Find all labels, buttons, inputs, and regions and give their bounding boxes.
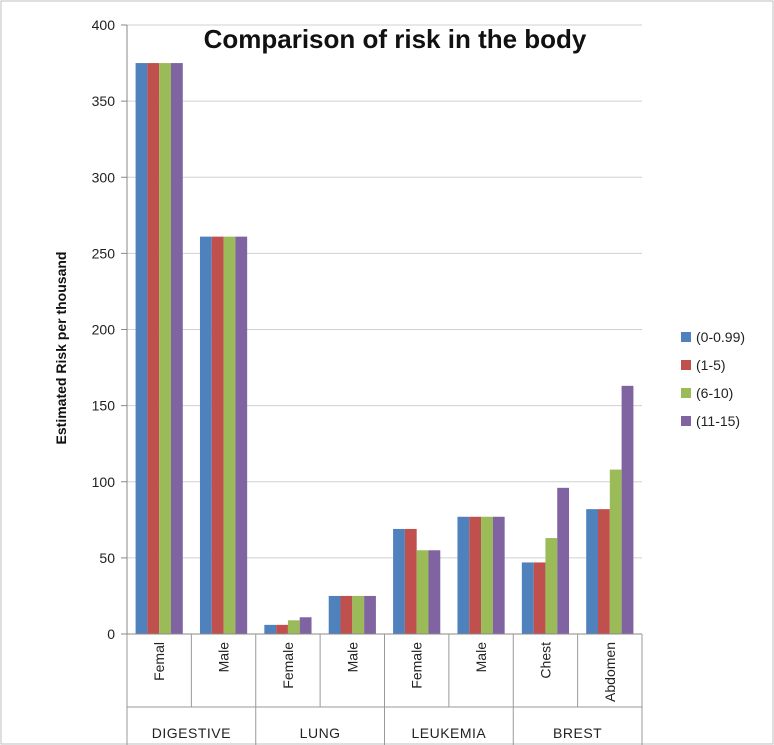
axes xyxy=(121,24,643,745)
legend-swatch xyxy=(681,388,691,398)
bar xyxy=(287,620,300,634)
group-label: LUNG xyxy=(300,725,341,741)
bar xyxy=(492,516,505,634)
category-label: Male xyxy=(216,642,232,673)
y-tick-label: 350 xyxy=(92,93,116,109)
bar xyxy=(428,550,441,634)
y-tick-label: 250 xyxy=(92,245,116,261)
bar xyxy=(416,550,429,634)
bar xyxy=(598,509,610,634)
bar xyxy=(404,528,417,634)
bar xyxy=(235,236,248,634)
legend: (0-0.99) (1-5) (6-10) (11-15) xyxy=(681,329,745,429)
legend-swatch xyxy=(681,360,691,370)
bar xyxy=(159,63,171,634)
category-label: Female xyxy=(409,642,425,689)
category-label: Male xyxy=(344,642,360,673)
y-tick-label: 150 xyxy=(92,398,116,414)
bar xyxy=(299,617,312,634)
category-label: Abdomen xyxy=(602,642,618,702)
y-tick-label: 0 xyxy=(107,626,115,642)
bar xyxy=(364,595,376,634)
bar xyxy=(621,385,634,634)
y-tick-labels: 0 50 100 150 200 250 300 350 400 xyxy=(92,17,116,642)
bar xyxy=(481,516,493,634)
bar xyxy=(223,236,236,634)
y-tick-label: 400 xyxy=(92,17,116,33)
category-label: Femal xyxy=(151,642,167,681)
bars xyxy=(135,63,634,634)
bar xyxy=(352,595,365,634)
legend-label: (1-5) xyxy=(696,357,726,373)
bar xyxy=(340,595,353,634)
y-tick-label: 50 xyxy=(99,550,115,566)
bar xyxy=(545,538,558,634)
bar xyxy=(170,63,183,634)
y-tick-label: 100 xyxy=(92,474,116,490)
legend-swatch xyxy=(681,332,691,342)
y-tick-label: 300 xyxy=(92,169,116,185)
legend-label: (6-10) xyxy=(696,385,733,401)
bar xyxy=(264,624,277,634)
bar xyxy=(557,487,570,634)
category-labels: Femal Male Female Male Female Male Chest Abdome… xyxy=(151,642,618,702)
y-axis-label: Estimated Risk per thousand xyxy=(53,252,69,445)
bar xyxy=(199,236,212,634)
bar xyxy=(135,63,148,634)
bar xyxy=(393,528,405,634)
legend-label: (11-15) xyxy=(696,413,740,429)
bar xyxy=(521,562,534,634)
group-label: BREST xyxy=(553,725,602,741)
bar xyxy=(469,516,482,634)
bar xyxy=(586,509,599,634)
y-tick-label: 200 xyxy=(92,322,116,338)
group-label: DIGESTIVE xyxy=(152,725,231,741)
group-labels: DIGESTIVE LUNG LEUKEMIA BREST xyxy=(152,725,602,741)
category-label: Female xyxy=(280,642,296,689)
bar xyxy=(328,595,341,634)
bar xyxy=(609,469,622,634)
group-label: LEUKEMIA xyxy=(411,725,486,741)
bar xyxy=(211,236,224,634)
category-label: Male xyxy=(473,642,489,673)
chart-title: Comparison of risk in the body xyxy=(204,24,587,54)
bar xyxy=(276,624,288,634)
bar xyxy=(457,516,470,634)
legend-label: (0-0.99) xyxy=(696,329,745,345)
category-label: Chest xyxy=(537,642,553,679)
bar xyxy=(533,562,546,634)
bar xyxy=(147,63,160,634)
legend-swatch xyxy=(681,416,691,426)
